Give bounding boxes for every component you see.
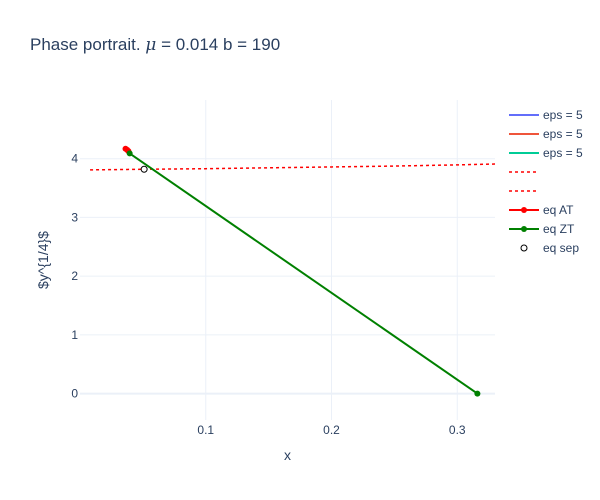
series-marker bbox=[474, 390, 481, 397]
series-marker-open bbox=[140, 165, 148, 173]
legend-swatch-marker bbox=[521, 207, 527, 213]
legend-item[interactable]: eps = 5 bbox=[509, 127, 583, 141]
legend-item[interactable]: eps = 5 bbox=[509, 108, 583, 122]
legend-label: eps = 5 bbox=[543, 146, 583, 160]
legend-label: eq AT bbox=[543, 203, 574, 217]
x-tick-label: 0.3 bbox=[449, 423, 466, 437]
legend-item[interactable]: eq sep bbox=[520, 241, 579, 255]
legend-item[interactable]: eq AT bbox=[509, 203, 574, 217]
y-tick-label: 1 bbox=[71, 328, 78, 342]
legend-swatch-marker bbox=[521, 226, 527, 232]
grid bbox=[80, 100, 495, 420]
x-tick-label: 0.2 bbox=[323, 423, 340, 437]
legend[interactable]: eps = 5 eps = 5 eps = 5 eq AT eq ZT eq sep bbox=[509, 108, 583, 255]
legend-label: eps = 5 bbox=[543, 108, 583, 122]
plot-area bbox=[90, 145, 496, 397]
series-dashed-line-3 bbox=[90, 163, 496, 171]
y-axis-title: $y^{1/4}$ bbox=[35, 231, 51, 289]
y-tick-label: 0 bbox=[71, 387, 78, 401]
legend-label: eps = 5 bbox=[543, 127, 583, 141]
legend-label: eq ZT bbox=[543, 222, 575, 236]
y-tick-label: 4 bbox=[71, 152, 78, 166]
legend-swatch-marker-open bbox=[520, 244, 528, 252]
x-axis-title: x bbox=[284, 447, 291, 463]
axis-ticks: 0.1 0.2 0.3 0 1 2 3 4 bbox=[71, 152, 466, 437]
series-marker bbox=[126, 150, 133, 157]
y-tick-label: 2 bbox=[71, 269, 78, 283]
y-tick-label: 3 bbox=[71, 210, 78, 224]
legend-item[interactable]: eq ZT bbox=[509, 222, 575, 236]
legend-item[interactable]: eps = 5 bbox=[509, 146, 583, 160]
x-tick-label: 0.1 bbox=[197, 423, 214, 437]
chart-title: Phase portrait. μ = 0.014 b = 190 bbox=[30, 35, 280, 55]
legend-label: eq sep bbox=[543, 241, 579, 255]
series-line-6 bbox=[129, 152, 478, 395]
